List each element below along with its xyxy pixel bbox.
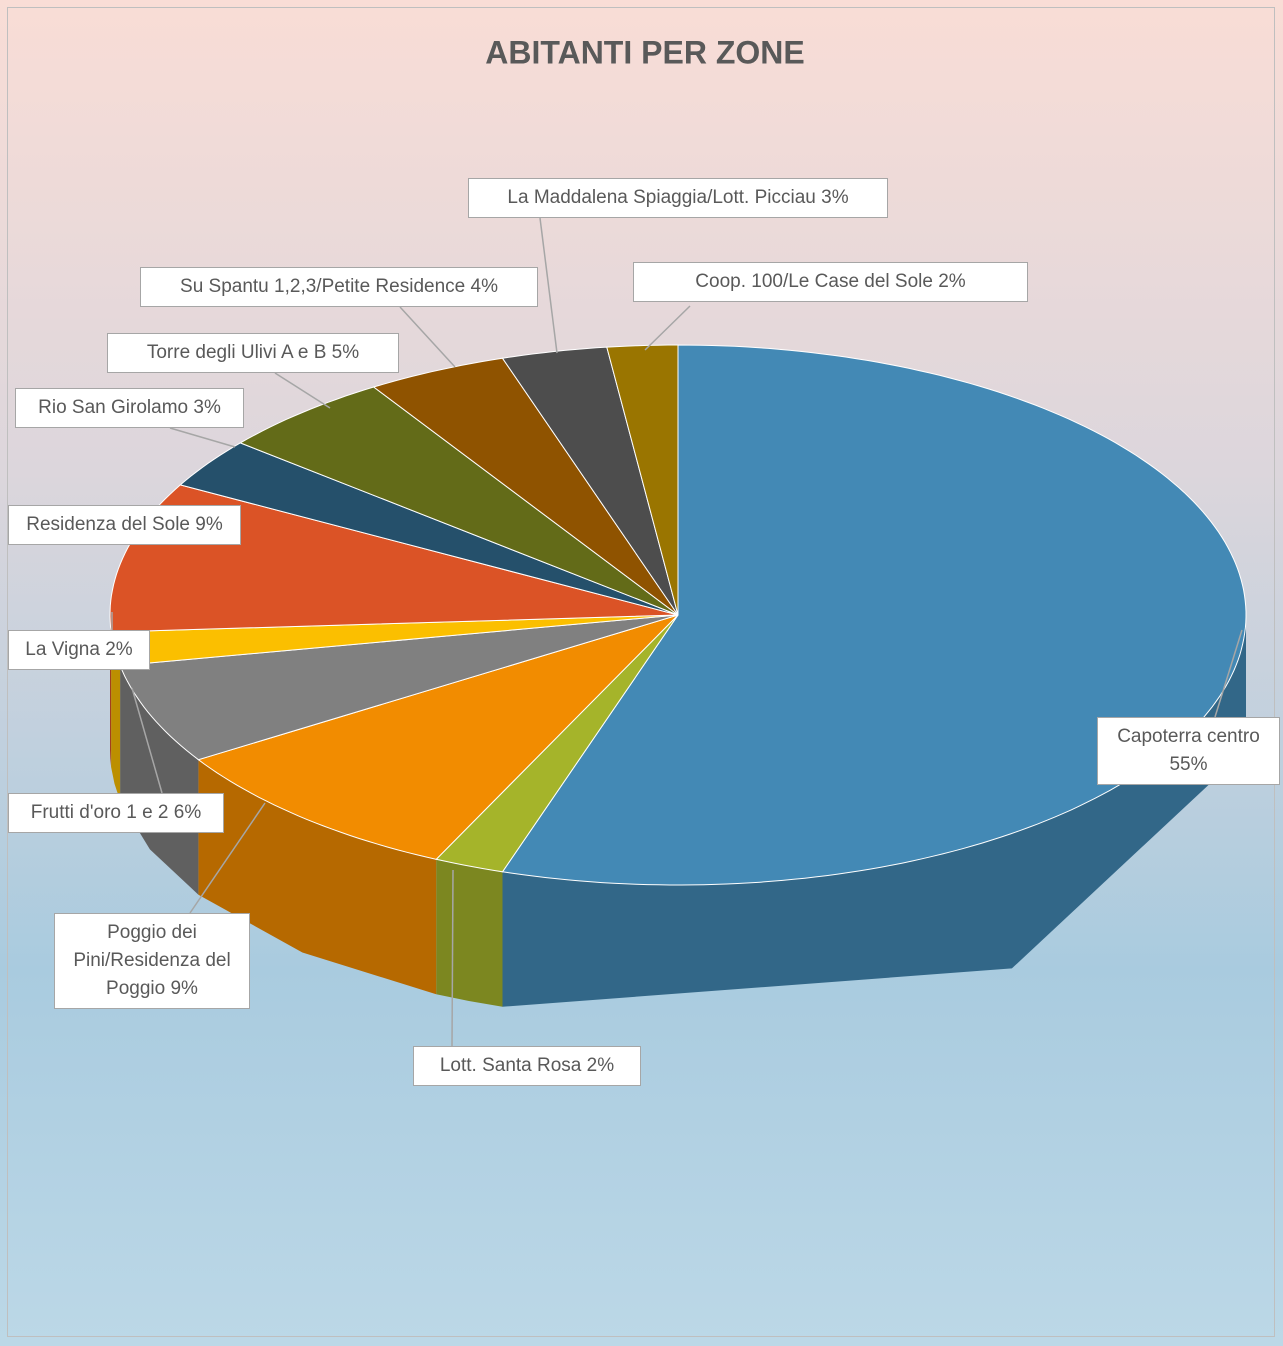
leader-line: [189, 802, 266, 914]
label-category: Rio San Girolamo: [38, 397, 189, 418]
label-value: 4%: [470, 276, 498, 297]
slice-side: [120, 665, 199, 895]
slice-side: [502, 615, 1246, 1007]
leader-line: [1214, 629, 1243, 718]
data-label: Torre degli Ulivi A e B 5%: [107, 333, 399, 373]
label-value: 2%: [586, 1055, 615, 1076]
chart-frame: [7, 7, 1275, 1337]
slice-side: [111, 632, 121, 801]
slice: [501, 346, 679, 616]
label-value: 2%: [938, 271, 966, 292]
label-value: 3%: [821, 187, 849, 208]
leader-line: [539, 217, 558, 354]
label-value: 9%: [195, 514, 223, 535]
slice: [109, 484, 679, 633]
data-label: Coop. 100/Le Case del Sole 2%: [633, 262, 1028, 302]
slice: [435, 614, 679, 873]
slice: [501, 344, 1247, 886]
data-label: La Maddalena Spiaggia/Lott. Picciau 3%: [468, 178, 888, 218]
label-value: 9%: [170, 978, 198, 999]
label-value: 6%: [173, 802, 202, 823]
slice: [119, 614, 679, 761]
label-category: Torre degli Ulivi A e B: [146, 342, 327, 363]
label-value: 2%: [105, 639, 133, 660]
label-category: Lott. Santa Rosa: [439, 1055, 582, 1076]
label-category: Poggio dei Pini/Residenza del Poggio: [73, 922, 231, 999]
leader-line: [274, 372, 331, 409]
label-value: 3%: [193, 397, 221, 418]
slice: [239, 386, 679, 616]
label-category: Coop. 100/Le Case del Sole: [695, 271, 933, 292]
data-label: Poggio dei Pini/Residenza del Poggio 9%: [54, 913, 250, 1009]
label-category: Su Spantu 1,2,3/Petite Residence: [180, 276, 466, 297]
leader-line: [451, 869, 454, 1047]
data-label: Residenza del Sole 9%: [8, 505, 241, 545]
label-category: La Vigna: [25, 639, 100, 660]
slice: [606, 344, 679, 616]
leader-line: [169, 427, 236, 448]
label-value: 5%: [331, 342, 360, 363]
label-value: 55%: [1169, 754, 1208, 775]
data-label: Rio San Girolamo 3%: [15, 388, 244, 428]
data-label: Capoterra centro 55%: [1097, 717, 1280, 785]
leader-line: [644, 305, 691, 351]
leader-line: [131, 687, 163, 794]
chart-title: ABITANTI PER ZONE: [485, 34, 804, 70]
leader-line: [399, 306, 456, 368]
label-category: La Maddalena Spiaggia/Lott. Picciau: [507, 187, 816, 208]
slice: [197, 614, 679, 860]
slice-side: [198, 759, 437, 995]
label-category: Residenza del Sole: [26, 514, 190, 535]
data-label: Frutti d'oro 1 e 2 6%: [8, 793, 224, 833]
label-category: Frutti d'oro 1 e 2: [30, 802, 169, 823]
data-label: La Vigna 2%: [8, 630, 150, 670]
slice: [372, 357, 679, 616]
label-category: Capoterra centro: [1117, 726, 1260, 747]
data-label: Su Spantu 1,2,3/Petite Residence 4%: [140, 267, 538, 307]
slice-side: [436, 859, 503, 1007]
data-label: Lott. Santa Rosa 2%: [413, 1046, 641, 1086]
